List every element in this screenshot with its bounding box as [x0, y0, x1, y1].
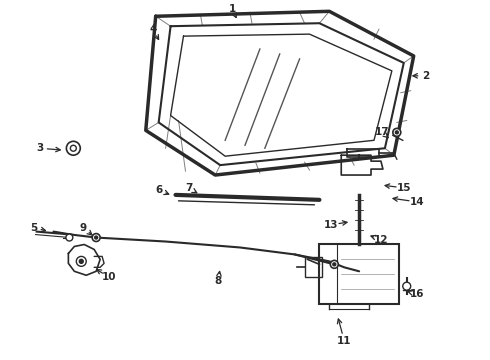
Text: 16: 16: [410, 289, 424, 299]
Text: 3: 3: [36, 143, 43, 153]
Circle shape: [76, 256, 86, 266]
Text: 15: 15: [396, 183, 411, 193]
Circle shape: [395, 131, 398, 134]
Text: 17: 17: [375, 127, 389, 138]
Circle shape: [66, 234, 73, 241]
Circle shape: [393, 129, 401, 136]
Text: 1: 1: [228, 4, 236, 14]
Circle shape: [333, 263, 336, 266]
Circle shape: [71, 145, 76, 151]
Text: 11: 11: [337, 336, 351, 346]
Circle shape: [92, 234, 100, 242]
Bar: [305, 257, 322, 277]
Text: 12: 12: [374, 234, 388, 244]
Circle shape: [403, 282, 411, 290]
Text: 13: 13: [324, 220, 339, 230]
Text: 8: 8: [215, 276, 222, 286]
Text: 5: 5: [30, 222, 37, 233]
Text: 6: 6: [155, 185, 162, 195]
Text: 9: 9: [80, 222, 87, 233]
Text: 10: 10: [102, 272, 116, 282]
Bar: [319, 244, 399, 304]
Circle shape: [66, 141, 80, 155]
Text: 4: 4: [149, 24, 156, 34]
Circle shape: [79, 260, 83, 264]
Circle shape: [330, 260, 338, 268]
Text: 7: 7: [185, 183, 192, 193]
Circle shape: [95, 236, 98, 239]
Text: 2: 2: [422, 71, 429, 81]
Text: 14: 14: [409, 197, 424, 207]
